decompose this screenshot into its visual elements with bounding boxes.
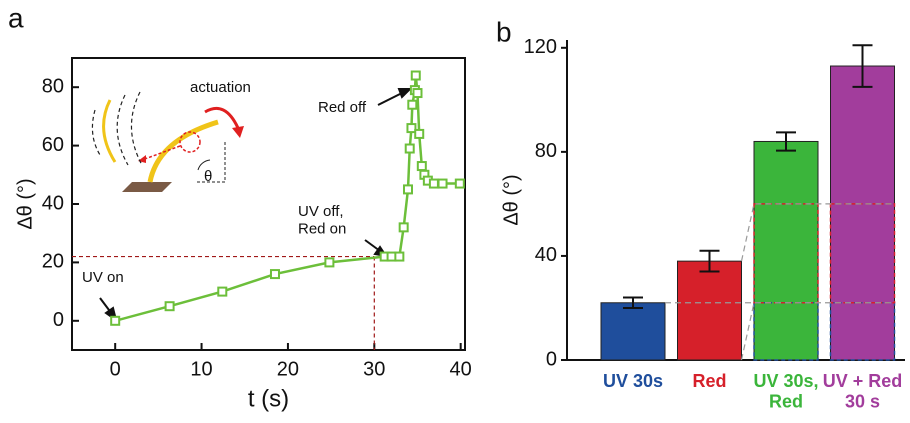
annotation: Red off (318, 99, 367, 116)
x-tick-label: UV 30s (603, 371, 663, 391)
data-point (416, 161, 427, 172)
error-bar (852, 44, 873, 88)
y-tick-label: 60 (42, 134, 64, 156)
data-point (402, 184, 413, 195)
x-tick-label: UV + Red 30 s (823, 371, 903, 412)
data-point (412, 88, 423, 99)
x-tick-label: UV 30s, Red (753, 371, 818, 412)
data-point (407, 99, 418, 110)
bar (600, 302, 666, 361)
y-tick-label: 40 (42, 192, 64, 214)
x-tick-label: 20 (277, 358, 299, 380)
x-tick-label: 40 (450, 358, 472, 380)
bar (830, 65, 895, 361)
panel-label: a (8, 2, 24, 33)
y-tick-label: 80 (42, 75, 64, 97)
annotation: actuation (190, 79, 251, 96)
x-tick-label: 10 (190, 358, 212, 380)
y-tick-label: 0 (546, 348, 557, 370)
annotation: UV off, Red on (298, 203, 346, 237)
annotation-arrows (99, 88, 413, 323)
data-point (428, 178, 439, 189)
data-point (217, 286, 228, 297)
data-point (414, 128, 425, 139)
data-point (437, 178, 448, 189)
data-point (110, 315, 121, 326)
x-tick-label: Red (692, 371, 726, 391)
inset-diagram (91, 91, 244, 192)
connector (740, 203, 895, 361)
x-tick-label: 30 (363, 358, 385, 380)
y-tick-label: 20 (42, 251, 64, 273)
data-point (398, 222, 409, 233)
data-point (410, 70, 421, 81)
data-point (406, 123, 417, 134)
panel-label: b (496, 16, 512, 47)
overlay-segment (829, 302, 896, 361)
y-axis-label: Δθ (°) (14, 178, 36, 229)
data-point (394, 251, 405, 262)
overlay-segment (829, 203, 896, 304)
bar (677, 260, 742, 361)
y-tick-label: 0 (53, 309, 64, 331)
data-point (404, 143, 415, 154)
x-tick-label: 0 (110, 358, 121, 380)
x-axis-label: t (s) (248, 385, 289, 412)
data-point (269, 269, 280, 280)
y-tick-label: 80 (535, 140, 557, 162)
y-tick-label: 120 (524, 36, 557, 58)
data-line (114, 75, 460, 323)
bar (753, 140, 819, 361)
y-axis-label: Δθ (°) (500, 174, 522, 225)
y-tick-label: 40 (535, 244, 557, 266)
annotation: θ (204, 168, 212, 185)
error-bar (699, 249, 720, 273)
data-point (164, 301, 175, 312)
error-bar (623, 296, 643, 309)
error-bar (776, 131, 796, 152)
data-point (454, 178, 465, 189)
data-point (324, 257, 335, 268)
annotation: UV on (82, 269, 124, 286)
